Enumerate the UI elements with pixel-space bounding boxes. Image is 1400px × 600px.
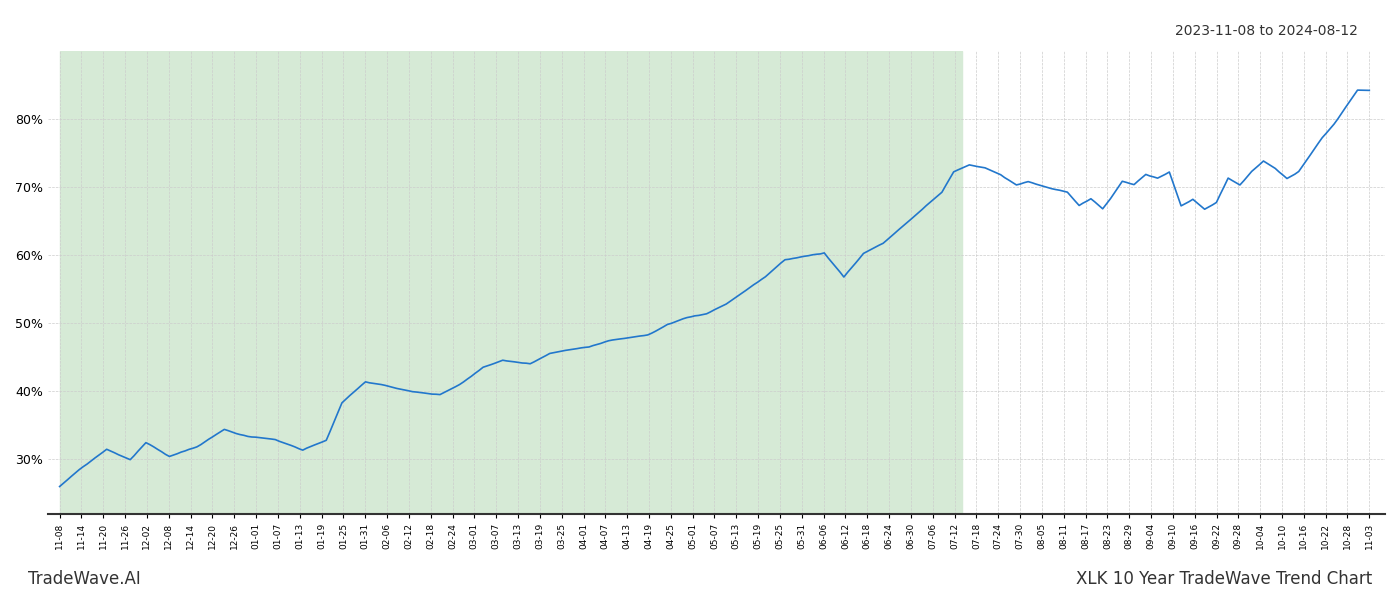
Text: TradeWave.AI: TradeWave.AI [28, 570, 141, 588]
Bar [60, 51, 962, 514]
Text: 2023-11-08 to 2024-08-12: 2023-11-08 to 2024-08-12 [1175, 24, 1358, 38]
Text: XLK 10 Year TradeWave Trend Chart: XLK 10 Year TradeWave Trend Chart [1075, 570, 1372, 588]
